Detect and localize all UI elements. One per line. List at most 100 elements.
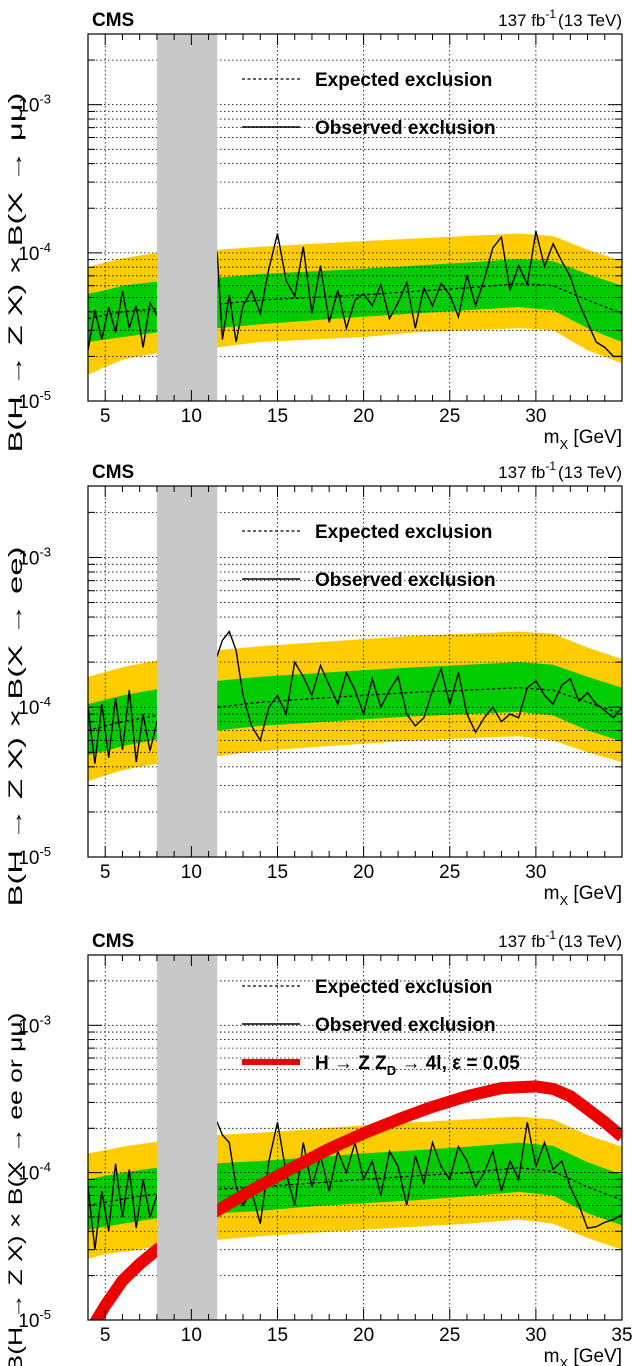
x-tick-label: 20 bbox=[353, 862, 374, 883]
y-axis-title-text: B(H → Z X) × B(X → μμ) bbox=[6, 93, 27, 453]
legend-expected-label: Expected exclusion bbox=[315, 977, 492, 998]
experiment-name: CMS bbox=[92, 462, 134, 483]
y-tick-exponent: -3 bbox=[39, 1012, 51, 1027]
y-tick-label: 10-4 bbox=[18, 240, 51, 265]
experiment-label: CMS bbox=[92, 931, 134, 952]
y-tick-base: 10 bbox=[18, 548, 39, 569]
lumi-value: 137 fb bbox=[498, 11, 545, 30]
x-axis-title-main: m bbox=[544, 427, 560, 448]
lumi-exponent: -1 bbox=[545, 7, 556, 21]
x-axis-title-unit: [GeV] bbox=[568, 883, 622, 904]
model-curve bbox=[89, 1080, 622, 1320]
x-tick-value: 15 bbox=[267, 1325, 288, 1346]
x-tick-value: 5 bbox=[100, 1325, 111, 1346]
y-tick-label: 10-4 bbox=[18, 1160, 51, 1185]
y-tick-exponent: -4 bbox=[39, 1160, 51, 1175]
luminosity-label: 137 fb-1 (13 TeV) bbox=[498, 459, 622, 482]
x-tick-label: 15 bbox=[267, 406, 288, 427]
luminosity-label: 137 fb-1 (13 TeV) bbox=[498, 7, 622, 30]
legend-model: H → Z ZD → 4l, ε = 0.05 bbox=[315, 1053, 520, 1078]
lumi-value: 137 fb bbox=[498, 932, 545, 951]
x-tick-value: 25 bbox=[439, 406, 460, 427]
excluded-mass-region bbox=[156, 955, 218, 1320]
legend-observed: Observed exclusion bbox=[315, 118, 496, 139]
y-axis-title-text: B(H → Z X) × B(X → ee or μμ) bbox=[6, 1013, 27, 1366]
y-tick-exponent: -3 bbox=[39, 544, 51, 559]
x-tick-value: 15 bbox=[267, 406, 288, 427]
x-tick-value: 25 bbox=[439, 1325, 460, 1346]
x-tick-label: 5 bbox=[100, 406, 111, 427]
x-axis-title-main: m bbox=[544, 1346, 560, 1366]
legend-observed-label: Observed exclusion bbox=[315, 118, 496, 139]
x-tick-value: 25 bbox=[439, 862, 460, 883]
y-tick-base: 10 bbox=[18, 1164, 39, 1185]
legend-model-sub: D bbox=[387, 1063, 396, 1078]
x-tick-label: 10 bbox=[181, 862, 202, 883]
x-tick-value: 15 bbox=[267, 862, 288, 883]
legend-model-main: H → Z Z bbox=[315, 1053, 387, 1074]
legend-model-tail: → 4l, ε = 0.05 bbox=[396, 1053, 520, 1074]
x-axis-title-sub: X bbox=[559, 1356, 568, 1366]
x-tick-value: 30 bbox=[525, 1325, 546, 1346]
y-tick-label: 10-4 bbox=[18, 694, 51, 719]
y-tick-label: 10-5 bbox=[18, 388, 51, 413]
legend-expected: Expected exclusion bbox=[315, 977, 492, 998]
legend-expected-label: Expected exclusion bbox=[315, 522, 492, 543]
x-tick-label: 20 bbox=[353, 1325, 374, 1346]
x-tick-label: 10 bbox=[181, 406, 202, 427]
x-tick-label: 5 bbox=[100, 1325, 111, 1346]
band-1sigma bbox=[88, 662, 622, 755]
x-axis-title-sub: X bbox=[559, 893, 568, 908]
y-tick-label: 10-5 bbox=[18, 844, 51, 869]
plot-area bbox=[88, 34, 622, 401]
plot-area bbox=[88, 486, 622, 857]
lumi-exponent: -1 bbox=[545, 928, 556, 942]
y-axis-title: B(H → Z X) × B(X → ee or μμ) bbox=[6, 1013, 27, 1366]
legend-expected-label: Expected exclusion bbox=[315, 70, 492, 91]
expected-median-line bbox=[88, 282, 622, 320]
y-tick-base: 10 bbox=[18, 848, 39, 869]
y-tick-exponent: -4 bbox=[39, 240, 51, 255]
x-axis-title-sub: X bbox=[559, 437, 568, 452]
y-tick-base: 10 bbox=[18, 698, 39, 719]
y-tick-base: 10 bbox=[18, 1311, 39, 1332]
plot-frame bbox=[87, 954, 623, 1321]
x-tick-label: 15 bbox=[267, 862, 288, 883]
x-tick-value: 10 bbox=[181, 1325, 202, 1346]
observed-line bbox=[88, 1120, 622, 1250]
x-tick-value: 20 bbox=[353, 1325, 374, 1346]
lumi-energy: (13 TeV) bbox=[558, 463, 622, 482]
x-tick-value: 5 bbox=[100, 862, 111, 883]
y-tick-label: 10-3 bbox=[18, 544, 51, 569]
plot-frame bbox=[87, 33, 623, 402]
excluded-mass-region bbox=[156, 34, 218, 401]
y-tick-label: 10-3 bbox=[18, 1012, 51, 1037]
legend-observed: Observed exclusion bbox=[315, 1015, 496, 1036]
experiment-name: CMS bbox=[92, 10, 134, 31]
expected-median-line bbox=[88, 1167, 622, 1206]
y-tick-label: 10-5 bbox=[18, 1307, 51, 1332]
x-tick-value: 10 bbox=[181, 862, 202, 883]
y-axis-title: B(H → Z X) × B(X → ee) bbox=[6, 547, 27, 907]
x-tick-label: 5 bbox=[100, 862, 111, 883]
legend-observed: Observed exclusion bbox=[315, 570, 496, 591]
y-tick-base: 10 bbox=[18, 244, 39, 265]
lumi-exponent: -1 bbox=[545, 459, 556, 473]
y-tick-exponent: -5 bbox=[39, 844, 51, 859]
x-tick-value: 20 bbox=[353, 862, 374, 883]
y-tick-base: 10 bbox=[18, 1016, 39, 1037]
x-tick-label: 25 bbox=[439, 406, 460, 427]
excluded-mass-region bbox=[156, 486, 218, 857]
plot-frame bbox=[87, 485, 623, 858]
x-tick-value: 35 bbox=[611, 1325, 632, 1346]
luminosity-label: 137 fb-1 (13 TeV) bbox=[498, 928, 622, 951]
lumi-energy: (13 TeV) bbox=[558, 11, 622, 30]
x-tick-label: 25 bbox=[439, 862, 460, 883]
x-tick-value: 10 bbox=[181, 406, 202, 427]
y-tick-base: 10 bbox=[18, 96, 39, 117]
legend-observed-label: Observed exclusion bbox=[315, 570, 496, 591]
y-tick-exponent: -3 bbox=[39, 92, 51, 107]
y-tick-exponent: -4 bbox=[39, 694, 51, 709]
